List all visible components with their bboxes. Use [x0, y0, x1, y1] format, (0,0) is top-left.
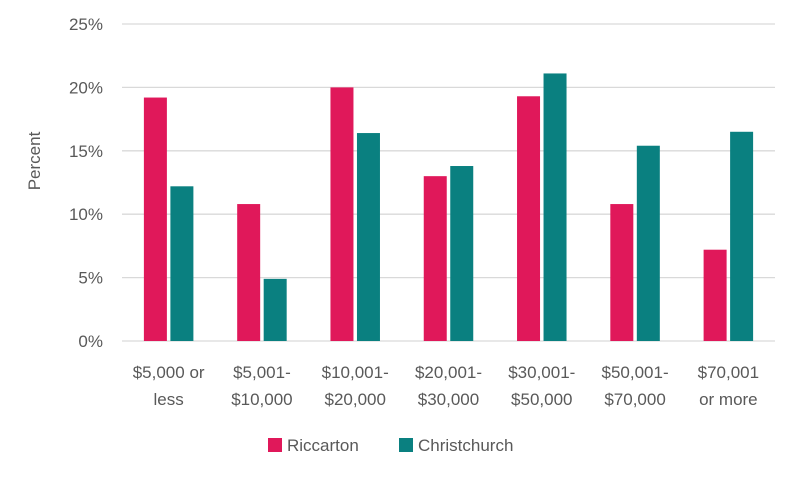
x-tick-label: $70,000: [604, 390, 665, 409]
y-axis-ticks: 0% 5% 10% 15% 20% 25%: [69, 15, 103, 351]
x-tick-label: $5,000 or: [133, 363, 205, 382]
bar-riccarton-5: [610, 204, 634, 341]
bar-riccarton-3: [423, 176, 447, 341]
x-tick-label: $70,001: [698, 363, 759, 382]
x-tick-label: $30,001-: [508, 363, 575, 382]
bar-christchurch-0: [170, 186, 194, 341]
y-axis-label: Percent: [25, 131, 44, 190]
x-tick-label: $50,000: [511, 390, 572, 409]
legend-label-christchurch: Christchurch: [418, 436, 513, 455]
bar-christchurch-3: [450, 166, 474, 341]
bars: [143, 73, 754, 342]
x-tick-label: or more: [699, 390, 758, 409]
y-tick-label: 25%: [69, 15, 103, 34]
y-tick-label: 5%: [78, 269, 103, 288]
bar-riccarton-2: [330, 87, 354, 342]
bar-christchurch-6: [730, 131, 754, 341]
legend: Riccarton Christchurch: [268, 436, 513, 455]
legend-swatch-riccarton: [268, 438, 282, 452]
bar-christchurch-2: [356, 133, 380, 341]
x-tick-label: $50,001-: [602, 363, 669, 382]
bar-riccarton-6: [703, 249, 727, 341]
x-tick-label: $5,001-: [233, 363, 291, 382]
y-tick-label: 0%: [78, 332, 103, 351]
bar-riccarton-1: [237, 204, 261, 341]
legend-swatch-christchurch: [399, 438, 413, 452]
bar-riccarton-4: [517, 96, 541, 341]
x-tick-label: $10,000: [231, 390, 292, 409]
bar-riccarton-0: [143, 97, 167, 341]
x-tick-label: less: [154, 390, 184, 409]
x-tick-label: $10,001-: [322, 363, 389, 382]
x-tick-label: $30,000: [418, 390, 479, 409]
x-axis-ticks: $5,000 or less $5,001- $10,000 $10,001- $20,0…: [133, 363, 759, 409]
y-tick-label: 20%: [69, 78, 103, 97]
legend-label-riccarton: Riccarton: [287, 436, 359, 455]
bar-christchurch-4: [543, 73, 567, 342]
bar-christchurch-5: [636, 145, 660, 341]
grid-lines: [122, 23, 775, 342]
x-tick-label: $20,001-: [415, 363, 482, 382]
y-tick-label: 10%: [69, 205, 103, 224]
x-tick-label: $20,000: [324, 390, 385, 409]
y-tick-label: 15%: [69, 142, 103, 161]
bar-christchurch-1: [263, 278, 287, 341]
